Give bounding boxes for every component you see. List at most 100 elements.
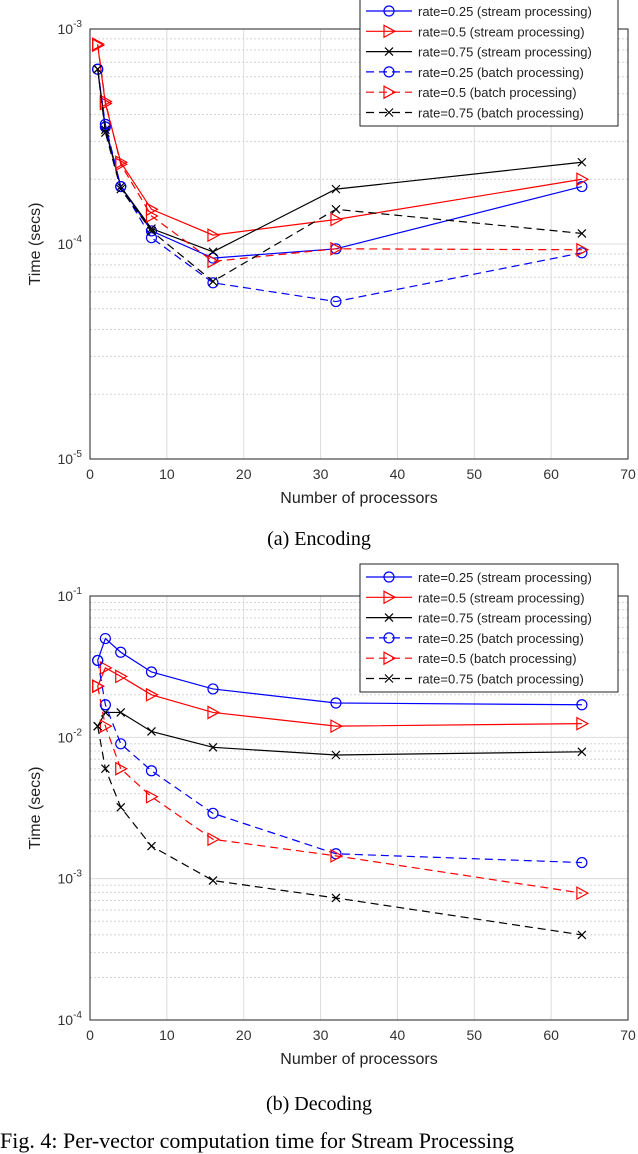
caption-decoding: (b) Decoding (265, 1093, 373, 1115)
data-point-x (331, 184, 341, 194)
data-point-x (100, 764, 110, 774)
data-point-circle (383, 571, 395, 583)
legend-label: rate=0.75 (stream processing) (418, 611, 592, 626)
legend-box (359, 0, 619, 127)
x-tick-label: 50 (466, 466, 482, 482)
data-point-x (577, 930, 587, 940)
data-point-triangle (99, 719, 113, 734)
data-point-triangle (99, 660, 113, 675)
data-point-circle (92, 63, 104, 75)
data-point-triangle (99, 94, 113, 109)
data-point-x (331, 750, 341, 760)
data-point-x (577, 228, 587, 238)
data-point-x (331, 204, 341, 214)
data-point-circle (99, 632, 111, 645)
data-point-triangle (330, 241, 344, 256)
data-point-circle (207, 277, 219, 289)
legend-box (359, 563, 619, 693)
data-point-triangle (207, 832, 221, 847)
data-point-circle (576, 699, 588, 711)
series-5 (93, 64, 587, 286)
chart-0: 0 10 20 30 40 50 60 70 10-5 10-4 10-3 Number of pro… (27, 0, 636, 507)
data-point-x (147, 841, 156, 851)
data-point-triangle (383, 85, 397, 100)
data-point-x (384, 47, 394, 57)
y-tick-label: 10-4 (58, 1010, 83, 1028)
legend-label: rate=0.25 (batch processing) (418, 65, 584, 80)
legend-label: rate=0.25 (stream processing) (418, 570, 592, 585)
data-point-x (147, 226, 156, 236)
x-tick-label: 0 (86, 1027, 94, 1043)
y-tick-label: 10-5 (58, 449, 83, 467)
data-point-circle (576, 180, 588, 193)
data-point-triangle (92, 679, 105, 694)
series-line (97, 667, 582, 727)
data-point-x (384, 674, 394, 683)
data-point-x (331, 893, 341, 903)
data-point-x (93, 64, 103, 74)
x-tick-label: 30 (313, 466, 329, 482)
data-point-circle (207, 807, 219, 819)
data-point-triangle (207, 254, 221, 269)
chart-1: 0 10 20 30 40 50 60 70 10-4 10-3 10-2 10-1 Number of… (27, 563, 636, 1068)
data-point-circle (383, 5, 395, 17)
x-axis-label: Number of processors (280, 490, 437, 507)
y-tick-label: 10-2 (58, 727, 83, 745)
data-point-x (147, 727, 156, 736)
series-line (97, 44, 582, 263)
data-point-circle (145, 765, 158, 777)
data-point-triangle (576, 886, 590, 901)
data-point-x (100, 128, 110, 137)
y-axis-label: Time (secs) (27, 203, 44, 286)
data-point-triangle (145, 687, 159, 702)
data-point-circle (115, 646, 127, 658)
plot-frame (89, 28, 629, 460)
data-point-x (384, 613, 394, 623)
data-point-x (116, 708, 126, 717)
data-point-triangle (115, 669, 128, 684)
x-tick-label: 60 (543, 1027, 559, 1043)
data-point-x (147, 224, 156, 233)
data-point-triangle (576, 242, 590, 257)
data-point-x (208, 276, 218, 286)
data-point-circle (145, 666, 158, 678)
legend: rate=0.25 (stream processing) rate=0.5 (s… (359, 0, 619, 127)
x-tick-label: 50 (466, 1027, 482, 1043)
data-point-x (116, 184, 126, 194)
data-point-triangle (207, 705, 221, 720)
legend-label: rate=0.5 (batch processing) (418, 85, 577, 100)
figure-caption: Fig. 4: Per-vector computation time for … (0, 1128, 515, 1153)
x-tick-label: 60 (543, 466, 559, 482)
x-tick-label: 70 (620, 466, 636, 482)
data-point-x (577, 747, 587, 757)
x-tick-label: 10 (159, 1027, 175, 1043)
x-tick-label: 40 (390, 466, 406, 482)
data-point-triangle (145, 208, 159, 223)
x-tick-label: 30 (313, 1027, 329, 1043)
x-tick-label: 0 (86, 466, 94, 482)
plot-frame (89, 595, 629, 1021)
series-line (97, 711, 582, 756)
data-point-circle (99, 699, 111, 711)
data-point-triangle (576, 716, 590, 731)
data-point-triangle (115, 761, 128, 776)
data-point-circle (115, 180, 127, 193)
series-line (97, 69, 583, 303)
legend-label: rate=0.5 (stream processing) (418, 24, 585, 39)
data-point-circle (383, 66, 395, 78)
legend-label: rate=0.75 (stream processing) (418, 45, 592, 60)
data-point-triangle (576, 172, 590, 187)
x-tick-label: 40 (390, 1027, 406, 1043)
x-tick-label: 70 (620, 1027, 636, 1043)
data-point-triangle (330, 719, 344, 734)
series-line (97, 686, 582, 894)
y-tick-label: 10-3 (58, 19, 83, 37)
data-point-triangle (207, 228, 221, 243)
x-tick-label: 10 (159, 466, 175, 482)
data-point-x (208, 247, 218, 257)
series-line (97, 637, 582, 706)
data-point-triangle (115, 157, 128, 172)
legend-label: rate=0.25 (stream processing) (418, 4, 592, 19)
legend: rate=0.25 (stream processing) rate=0.5 (s… (359, 563, 619, 693)
